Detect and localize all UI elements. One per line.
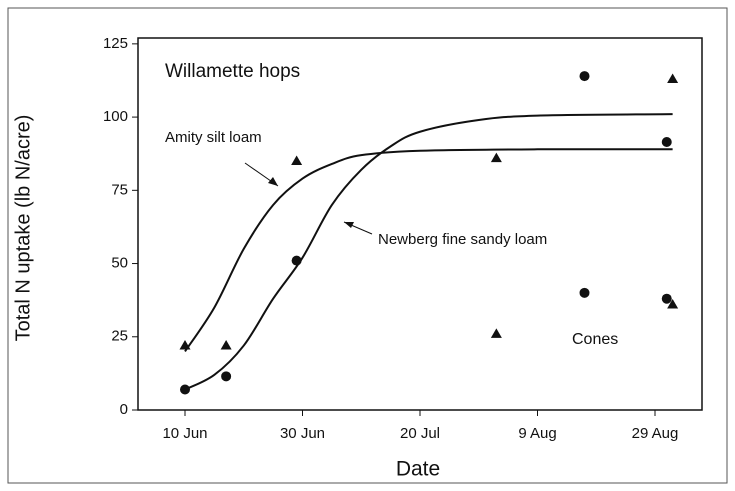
- y-tick-label: 75: [111, 181, 128, 198]
- x-tick-label: 20 Jul: [400, 425, 440, 442]
- triangle-point: [490, 328, 502, 338]
- cones-label: Cones: [572, 331, 618, 348]
- y-axis-label: Total N uptake (lb N/acre): [12, 115, 34, 342]
- series-label: Amity silt loam: [165, 129, 262, 146]
- triangle-point: [667, 299, 679, 309]
- x-tick-label: 30 Jun: [280, 425, 325, 442]
- x-tick-label: 9 Aug: [518, 425, 556, 442]
- circle-point: [661, 136, 672, 147]
- x-axis-label: Date: [396, 458, 440, 481]
- frame: [7, 7, 728, 484]
- circle-point: [661, 293, 672, 304]
- fit-curve: [184, 113, 673, 391]
- circle-point: [180, 384, 190, 395]
- x-tick-label: 10 Jun: [162, 425, 207, 442]
- triangle-point: [179, 340, 191, 350]
- triangle-point: [220, 340, 232, 350]
- y-tick-label: 0: [120, 401, 128, 418]
- circle-point: [579, 71, 590, 82]
- x-tick-label: 29 Aug: [632, 425, 679, 442]
- plot-area: [137, 37, 703, 411]
- y-tick-label: 100: [103, 108, 128, 125]
- triangle-point: [490, 152, 502, 163]
- y-tick-label: 50: [111, 255, 128, 272]
- circle-point: [221, 371, 232, 382]
- triangle-point: [667, 73, 679, 84]
- fit-curve: [184, 148, 673, 352]
- arrow-head: [344, 222, 354, 228]
- circle-point: [579, 287, 590, 298]
- circle-point: [291, 255, 302, 266]
- series-label: Newberg fine sandy loam: [378, 231, 547, 248]
- y-tick-label: 125: [103, 35, 128, 52]
- chart-title: Willamette hops: [165, 61, 300, 82]
- y-tick-label: 25: [111, 328, 128, 345]
- triangle-point: [291, 155, 303, 166]
- arrow-head: [268, 177, 278, 186]
